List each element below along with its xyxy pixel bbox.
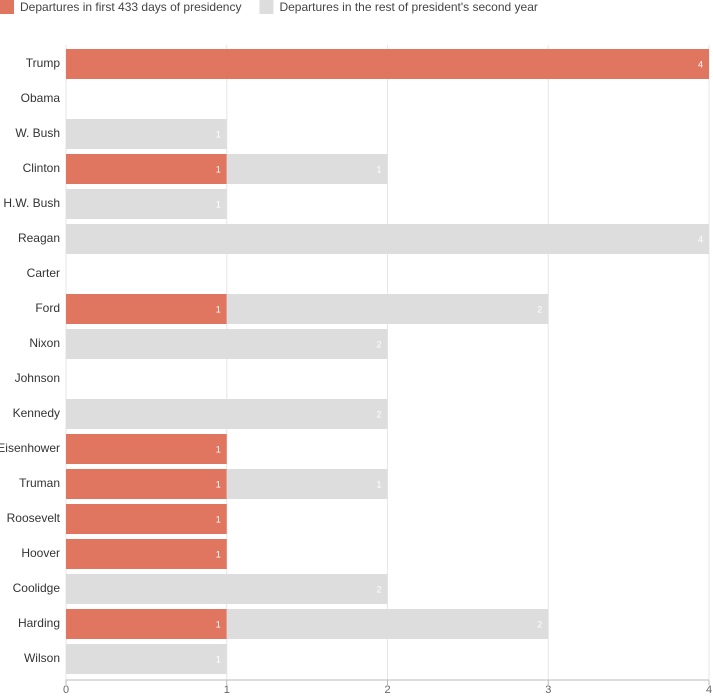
bar <box>226 609 549 639</box>
bar <box>66 329 388 359</box>
bar <box>66 154 227 184</box>
y-tick-label: Kennedy <box>13 406 60 420</box>
value-label: 1 <box>216 654 221 664</box>
y-tick-label: Clinton <box>23 161 60 175</box>
value-label: 4 <box>698 59 703 69</box>
y-tick-label: Ford <box>35 301 60 315</box>
bar <box>226 154 388 184</box>
value-label: 2 <box>376 409 381 419</box>
legend-swatch <box>0 0 14 14</box>
legend-label: Departures in first 433 days of presiden… <box>20 0 241 14</box>
value-label: 2 <box>537 619 542 629</box>
y-tick-label: Obama <box>21 91 61 105</box>
value-label: 1 <box>216 444 221 454</box>
value-label: 1 <box>376 164 381 174</box>
y-tick-label: Johnson <box>15 371 60 385</box>
y-tick-label: Reagan <box>18 231 60 245</box>
value-label: 1 <box>216 514 221 524</box>
y-tick-label: Truman <box>19 476 60 490</box>
value-label: 1 <box>216 619 221 629</box>
y-tick-label: Trump <box>26 56 61 70</box>
value-label: 1 <box>216 164 221 174</box>
y-tick-label: Hoover <box>21 546 60 560</box>
value-label: 1 <box>216 479 221 489</box>
bar <box>66 574 388 604</box>
y-tick-label: Eisenhower <box>0 441 60 455</box>
value-label: 1 <box>216 549 221 559</box>
bar <box>66 539 227 569</box>
y-tick-label: H.W. Bush <box>3 196 60 210</box>
x-tick-label: 4 <box>706 684 712 696</box>
y-tick-label: Coolidge <box>13 581 61 595</box>
bar <box>226 294 549 324</box>
y-tick-label: W. Bush <box>15 126 60 140</box>
x-tick-label: 2 <box>384 684 390 696</box>
y-tick-label: Roosevelt <box>7 511 61 525</box>
value-label: 4 <box>698 234 703 244</box>
bar <box>66 434 227 464</box>
bar <box>66 504 227 534</box>
bar <box>66 119 227 149</box>
bar <box>66 224 709 254</box>
y-tick-label: Carter <box>27 266 60 280</box>
value-label: 1 <box>216 304 221 314</box>
value-label: 2 <box>537 304 542 314</box>
y-tick-label: Harding <box>18 616 60 630</box>
legend-label: Departures in the rest of president's se… <box>279 0 537 14</box>
bar <box>66 399 388 429</box>
y-tick-label: Wilson <box>24 651 60 665</box>
legend-swatch <box>259 0 274 14</box>
x-tick-label: 0 <box>63 684 69 696</box>
value-label: 1 <box>216 129 221 139</box>
bar <box>66 189 227 219</box>
bar <box>66 49 709 79</box>
value-label: 2 <box>376 339 381 349</box>
value-label: 1 <box>376 479 381 489</box>
bar <box>66 644 227 674</box>
bar <box>66 609 227 639</box>
y-tick-label: Nixon <box>29 336 60 350</box>
x-tick-label: 1 <box>224 684 230 696</box>
bar <box>66 294 227 324</box>
value-label: 1 <box>216 199 221 209</box>
x-tick-label: 3 <box>545 684 551 696</box>
bar <box>66 469 227 499</box>
bar <box>226 469 388 499</box>
value-label: 2 <box>376 584 381 594</box>
